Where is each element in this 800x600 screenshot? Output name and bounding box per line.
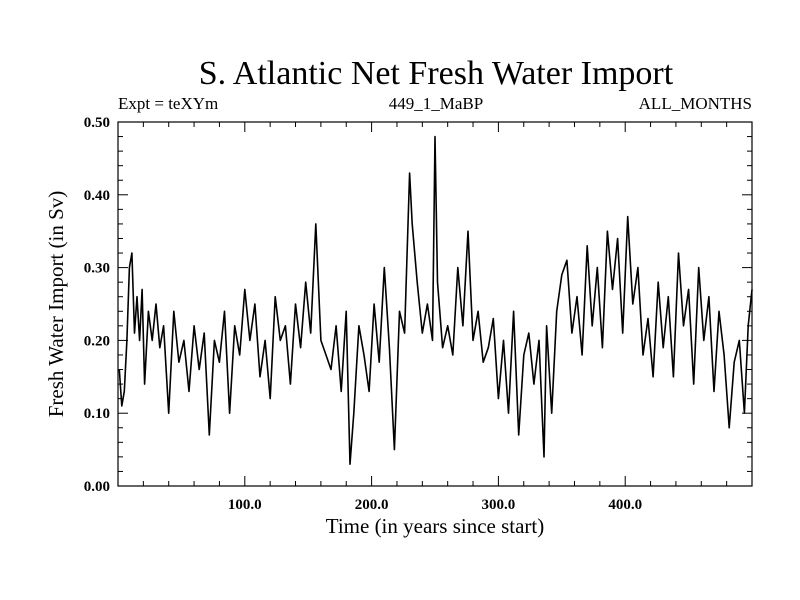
run-label: 449_1_MaBP: [389, 94, 483, 113]
months-label: ALL_MONTHS: [639, 94, 752, 113]
axis-tick-labels: 100.0 200.0 300.0 400.0 0.00 0.10 0.20 0.30 0.40…: [84, 115, 642, 513]
y-tick-label: 0.50: [84, 115, 110, 131]
y-tick-label: 0.20: [84, 333, 110, 349]
y-tick-label: 0.40: [84, 188, 110, 204]
x-tick-label: 100.0: [228, 497, 262, 513]
y-axis-label: Fresh Water Import (in Sv): [44, 191, 68, 418]
chart-title: S. Atlantic Net Fresh Water Import: [199, 55, 674, 92]
series-line: [118, 135, 753, 465]
y-tick-label: 0.10: [84, 406, 110, 422]
y-tick-label: 0.30: [84, 261, 110, 277]
x-tick-label: 400.0: [608, 497, 642, 513]
y-tick-label: 0.00: [84, 479, 110, 495]
plot-frame: [117, 121, 753, 487]
x-tick-label: 200.0: [355, 497, 389, 513]
experiment-label: Expt = teXYm: [118, 94, 218, 113]
x-axis-label: Time (in years since start): [326, 514, 545, 538]
x-tick-label: 300.0: [482, 497, 516, 513]
